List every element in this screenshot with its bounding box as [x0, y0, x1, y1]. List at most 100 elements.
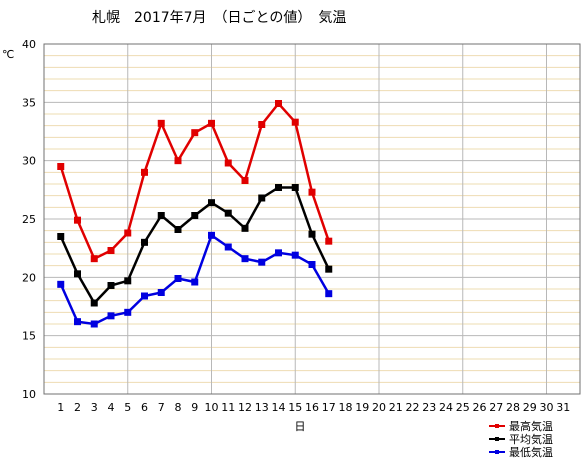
- data-point: [124, 308, 132, 316]
- y-tick-label: 10: [22, 388, 36, 401]
- x-tick-label: 4: [108, 401, 115, 414]
- x-tick-label: 2: [74, 401, 81, 414]
- legend-entry: 最高気温: [509, 419, 553, 433]
- x-tick-label: 11: [221, 401, 235, 414]
- data-point: [124, 277, 132, 285]
- data-point: [208, 199, 215, 207]
- data-point: [90, 255, 98, 263]
- data-point: [57, 280, 65, 288]
- data-point: [241, 255, 249, 263]
- legend-marker: [495, 424, 499, 428]
- x-tick-label: 17: [322, 401, 336, 414]
- x-tick-label: 24: [439, 401, 453, 414]
- x-tick-label: 1: [57, 401, 64, 414]
- legend-marker: [495, 450, 499, 454]
- data-point: [325, 237, 333, 245]
- x-tick-label: 22: [406, 401, 420, 414]
- x-tick-label: 31: [556, 401, 570, 414]
- x-tick-label: 8: [175, 401, 182, 414]
- data-point: [258, 121, 266, 128]
- x-tick-label: 14: [272, 401, 286, 414]
- data-point: [258, 194, 266, 202]
- series-0: [57, 100, 333, 263]
- series-lines: [57, 100, 333, 328]
- x-tick-label: 9: [191, 401, 198, 414]
- data-point: [90, 320, 98, 328]
- data-point: [291, 184, 299, 191]
- x-tick-label: 7: [158, 401, 165, 414]
- x-tick-label: 30: [540, 401, 554, 414]
- data-point: [258, 258, 266, 266]
- x-tick-label: 28: [506, 401, 520, 414]
- data-point: [291, 251, 299, 259]
- data-point: [308, 188, 316, 196]
- data-point: [107, 282, 115, 289]
- data-point: [275, 184, 282, 191]
- x-tick-label: 5: [124, 401, 131, 414]
- x-tick-label: 25: [456, 401, 470, 414]
- data-point: [191, 278, 199, 286]
- x-tick-label: 27: [489, 401, 503, 414]
- x-tick-label: 10: [205, 401, 219, 414]
- x-tick-label: 6: [141, 401, 148, 414]
- y-tick-label: 20: [22, 271, 36, 284]
- data-point: [325, 290, 333, 298]
- data-point: [241, 224, 249, 232]
- x-tick-label: 12: [238, 401, 252, 414]
- data-point: [191, 212, 199, 219]
- data-point: [325, 265, 333, 273]
- data-point: [141, 168, 148, 176]
- data-point: [107, 247, 115, 254]
- data-point: [308, 230, 316, 238]
- data-point: [224, 209, 232, 217]
- y-tick-label: 30: [22, 155, 36, 168]
- data-point: [90, 299, 98, 307]
- x-tick-label: 19: [355, 401, 369, 414]
- legend-entry: 平均気温: [509, 432, 553, 446]
- x-tick-label: 20: [372, 401, 386, 414]
- series-1: [57, 184, 333, 307]
- x-axis-label: 日: [295, 420, 306, 433]
- data-point: [241, 177, 249, 184]
- data-point: [157, 289, 165, 296]
- x-tick-label: 3: [91, 401, 98, 414]
- data-point: [308, 261, 316, 268]
- data-point: [208, 119, 215, 127]
- data-point: [74, 216, 81, 224]
- y-tick-label: 35: [22, 96, 36, 109]
- y-tick-label: 40: [22, 38, 36, 51]
- data-point: [291, 118, 299, 126]
- y-tick-label: 25: [22, 213, 36, 226]
- data-point: [224, 243, 232, 251]
- x-tick-label: 29: [523, 401, 537, 414]
- legend-entry: 最低気温: [509, 445, 553, 459]
- data-point: [141, 238, 148, 246]
- chart-title: 札幌 2017年7月 （日ごとの値） 気温: [92, 10, 346, 26]
- data-point: [74, 270, 81, 278]
- series-2: [57, 231, 333, 328]
- data-point: [124, 229, 132, 237]
- data-point: [275, 100, 282, 107]
- data-point: [174, 157, 182, 165]
- data-point: [157, 119, 165, 127]
- data-point: [57, 233, 65, 240]
- data-point: [141, 292, 148, 300]
- data-point: [191, 129, 199, 137]
- data-point: [174, 226, 182, 233]
- plot-border: [43, 43, 581, 395]
- grid-lines: [43, 43, 581, 395]
- y-tick-label: 15: [22, 330, 36, 343]
- data-point: [57, 163, 65, 170]
- data-point: [157, 212, 165, 219]
- y-axis-unit-label: ℃: [2, 48, 14, 61]
- x-tick-label: 21: [389, 401, 403, 414]
- x-tick-label: 18: [339, 401, 353, 414]
- data-point: [74, 318, 81, 326]
- data-point: [224, 159, 232, 167]
- x-tick-label: 13: [255, 401, 269, 414]
- data-point: [275, 249, 282, 257]
- data-point: [107, 312, 115, 320]
